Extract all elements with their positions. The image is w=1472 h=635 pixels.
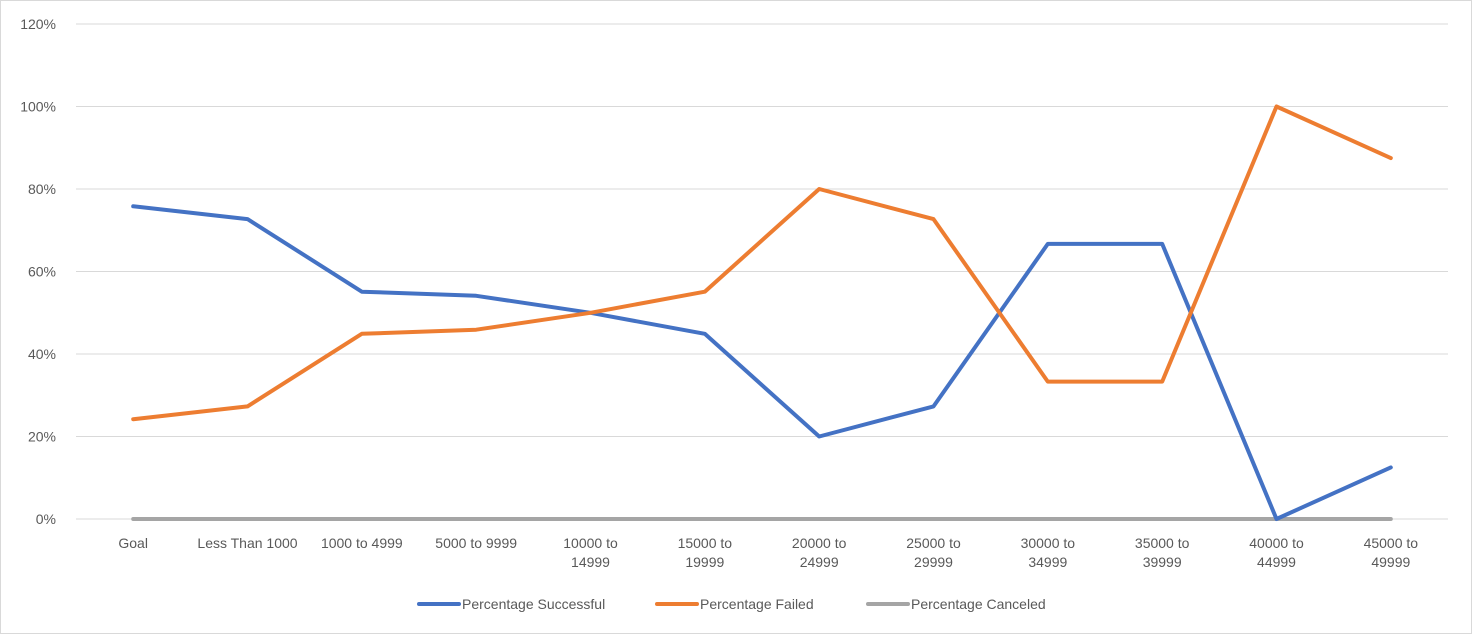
- y-tick-label: 60%: [28, 264, 56, 280]
- series-line-percentage-successful: [131, 204, 1393, 521]
- x-tick-label: 25000 to 29999: [906, 535, 961, 570]
- x-tick-label: Goal: [118, 535, 148, 551]
- gridlines: [76, 23, 1448, 520]
- x-tick-label: 40000 to 44999: [1249, 535, 1304, 570]
- y-tick-label: 40%: [28, 346, 56, 362]
- x-tick-label: 30000 to 34999: [1021, 535, 1076, 570]
- x-tick-label: 35000 to 39999: [1135, 535, 1190, 570]
- y-tick-label: 120%: [20, 16, 56, 32]
- y-tick-label: 0%: [36, 511, 56, 527]
- legend-label: Percentage Successful: [462, 596, 605, 612]
- x-tick-label: 45000 to 49999: [1364, 535, 1419, 570]
- x-tick-label: 1000 to 4999: [321, 535, 403, 551]
- legend: Percentage Successful Percentage Failed Pe…: [417, 596, 1046, 612]
- y-tick-label: 80%: [28, 181, 56, 197]
- y-tick-label: 20%: [28, 429, 56, 445]
- x-tick-label: 15000 to 19999: [678, 535, 733, 570]
- x-tick-label: 5000 to 9999: [435, 535, 517, 551]
- legend-label: Percentage Failed: [700, 596, 814, 612]
- y-tick-label: 100%: [20, 99, 56, 115]
- series-line-percentage-failed: [131, 104, 1393, 422]
- x-tick-label: Less Than 1000: [197, 535, 297, 551]
- x-axis-tick-labels: Goal Less Than 1000 1000 to 4999 5000 to 99…: [118, 535, 1418, 570]
- x-tick-label: 10000 to 14999: [563, 535, 618, 570]
- y-axis-tick-labels: 0% 20% 40% 60% 80% 100% 120%: [20, 16, 56, 527]
- series-lines: [131, 104, 1393, 521]
- legend-label: Percentage Canceled: [911, 596, 1046, 612]
- x-tick-label: 20000 to 24999: [792, 535, 847, 570]
